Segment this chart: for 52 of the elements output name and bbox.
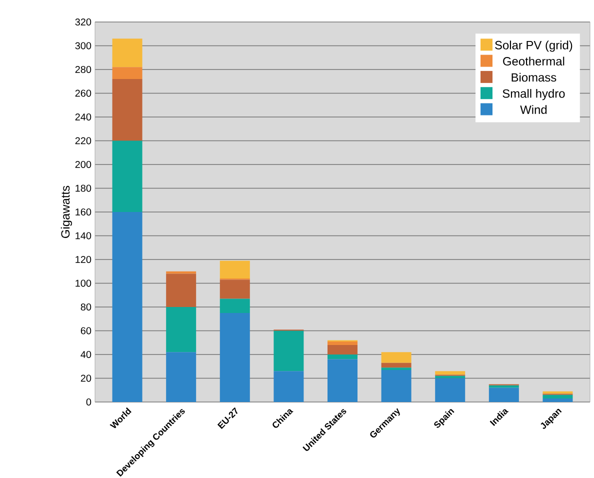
y-tick-label: 240	[75, 113, 92, 121]
bar	[112, 79, 142, 141]
y-tick-label: 0	[86, 398, 92, 406]
bar	[166, 352, 196, 402]
legend-label: Geothermal	[503, 56, 564, 66]
bar	[220, 312, 250, 402]
y-tick-label: 80	[80, 303, 92, 311]
bar	[220, 298, 250, 313]
y-tick-label: 140	[76, 232, 92, 240]
legend-label: Small hydro	[502, 89, 565, 100]
bar	[542, 394, 573, 398]
y-tick-label: 160	[76, 208, 92, 216]
bar	[220, 260, 250, 278]
legend-label: Biomass	[512, 72, 556, 82]
bar	[381, 352, 412, 363]
bar	[435, 371, 466, 375]
bar	[112, 38, 142, 68]
bar	[328, 345, 358, 354]
bar	[542, 398, 573, 402]
bar	[381, 370, 412, 402]
y-tick-label: 40	[80, 350, 92, 358]
bar	[328, 341, 358, 345]
bar	[112, 67, 142, 79]
y-tick-label: 320	[75, 18, 92, 26]
legend-label: Wind	[520, 105, 547, 114]
y-tick-label: 200	[75, 160, 92, 168]
bar	[220, 280, 250, 299]
bar	[435, 376, 466, 378]
bar	[112, 212, 142, 402]
bar	[328, 354, 358, 360]
y-tick-label: 20	[80, 374, 92, 382]
bar	[488, 388, 519, 402]
y-tick-label: 280	[75, 66, 92, 74]
legend-label: Solar PV (grid)	[495, 40, 572, 52]
y-tick-label: 300	[75, 42, 92, 50]
bar	[274, 371, 304, 402]
y-tick-label: 100	[76, 280, 92, 287]
bar	[274, 330, 304, 372]
bar	[166, 274, 196, 307]
y-axis-title: Gigawatts	[60, 186, 72, 238]
y-tick-label: 260	[75, 90, 92, 97]
bar	[488, 385, 519, 388]
bar	[435, 378, 466, 402]
y-tick-label: 220	[75, 137, 92, 144]
y-tick-label: 180	[76, 184, 92, 192]
bar	[166, 271, 196, 274]
bar	[381, 362, 412, 368]
bar	[328, 359, 358, 402]
bar	[166, 307, 196, 352]
y-tick-label: 120	[76, 256, 92, 264]
y-tick-label: 60	[80, 327, 92, 334]
bar	[112, 140, 142, 212]
